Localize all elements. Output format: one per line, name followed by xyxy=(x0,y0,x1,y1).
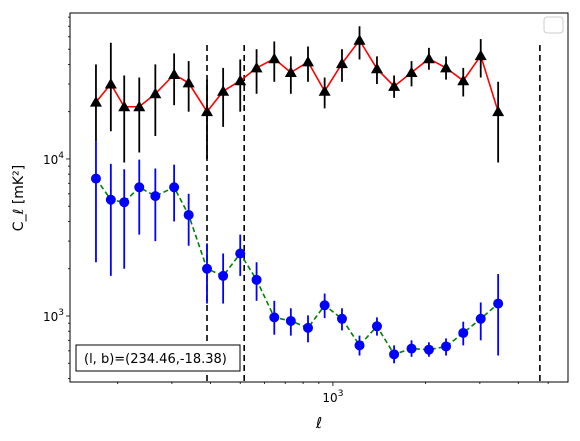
data-point-circle xyxy=(183,209,194,220)
data-point-circle xyxy=(235,248,246,259)
data-point-circle xyxy=(458,327,469,338)
data-point-circle xyxy=(285,315,296,326)
data-point-triangle xyxy=(168,68,181,79)
data-point-triangle xyxy=(318,85,331,96)
y-tick-label: 103 xyxy=(43,308,64,324)
series-layer xyxy=(89,26,505,364)
data-point-circle xyxy=(105,194,116,205)
x-tick-label: 103 xyxy=(322,389,343,405)
data-point-triangle xyxy=(89,96,102,107)
data-point-circle xyxy=(441,341,452,352)
data-point-circle xyxy=(423,344,434,355)
data-point-circle xyxy=(251,274,262,285)
data-point-circle xyxy=(269,312,280,323)
data-point-triangle xyxy=(457,74,470,86)
x-axis-label: ℓ xyxy=(315,414,322,432)
data-point-circle xyxy=(371,321,382,332)
data-point-circle xyxy=(493,298,504,309)
data-point-triangle xyxy=(335,57,348,69)
data-point-circle xyxy=(119,197,130,208)
data-point-triangle xyxy=(201,105,214,117)
axis-ticks: 103 103 104 xyxy=(43,16,549,405)
data-point-triangle xyxy=(302,55,315,67)
data-point-triangle xyxy=(104,78,117,89)
data-point-triangle xyxy=(474,49,487,61)
data-point-circle xyxy=(319,300,330,311)
annotation-text: (l, b)=(234.46,-18.38) xyxy=(84,352,227,367)
y-axis-label: C_ℓ [mK²] xyxy=(11,165,27,231)
data-point-circle xyxy=(475,313,486,324)
data-point-triangle xyxy=(370,62,383,74)
data-point-triangle xyxy=(250,61,263,73)
data-point-circle xyxy=(354,340,365,351)
data-point-circle xyxy=(406,343,417,354)
legend-box xyxy=(543,16,564,34)
data-point-triangle xyxy=(405,66,418,78)
data-point-triangle xyxy=(422,52,435,64)
data-point-triangle xyxy=(133,100,146,112)
data-point-circle xyxy=(134,182,145,193)
annotation-frame xyxy=(75,344,241,372)
data-point-triangle xyxy=(149,87,162,99)
data-point-triangle xyxy=(234,74,247,86)
data-point-circle xyxy=(169,182,180,193)
data-point-circle xyxy=(303,322,314,333)
data-point-triangle xyxy=(440,61,453,73)
data-point-circle xyxy=(218,270,229,281)
data-point-triangle xyxy=(284,66,297,78)
data-point-circle xyxy=(90,173,101,184)
data-point-triangle xyxy=(353,34,366,45)
data-point-triangle xyxy=(268,52,281,64)
annotation-box: (l, b)=(234.46,-18.38) xyxy=(75,344,241,372)
data-point-circle xyxy=(150,191,161,202)
data-point-circle xyxy=(336,313,347,324)
data-point-triangle xyxy=(118,100,131,112)
data-point-triangle xyxy=(388,80,401,91)
data-point-circle xyxy=(202,263,213,274)
vertical-reference-lines xyxy=(206,45,541,382)
data-point-triangle xyxy=(182,76,195,88)
data-point-circle xyxy=(389,349,400,360)
data-point-triangle xyxy=(217,85,230,96)
y-tick-label: 104 xyxy=(43,151,64,167)
data-point-triangle xyxy=(492,105,505,117)
